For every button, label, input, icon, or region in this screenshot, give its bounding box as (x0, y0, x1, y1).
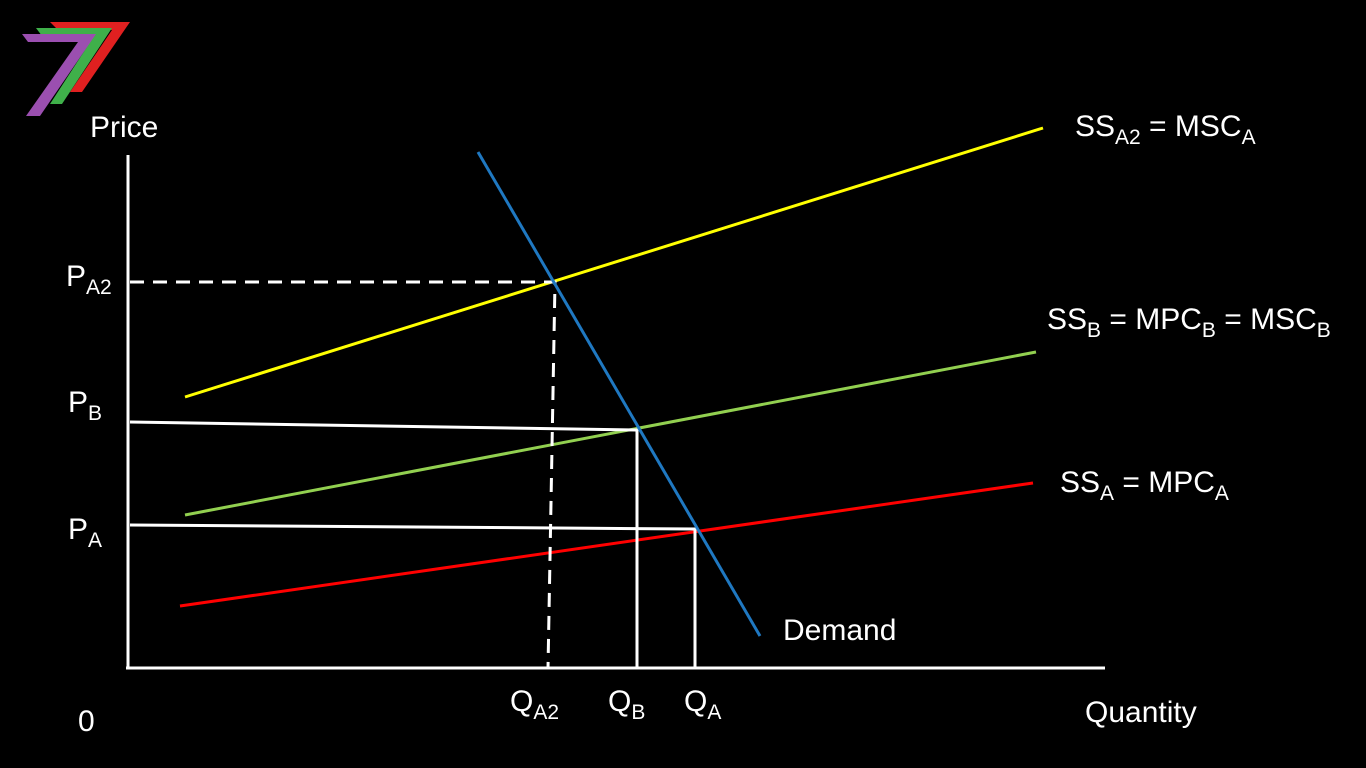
x-axis-label: Quantity (1085, 696, 1197, 729)
label-text: = MSC (1141, 110, 1242, 143)
price-label: PB (68, 386, 102, 425)
supply-a-line (179, 481, 1034, 608)
curve-label: Demand (783, 614, 896, 647)
quantity-label: QB (608, 685, 645, 724)
subscript: B (1087, 319, 1101, 342)
label-text: = MPC (1101, 303, 1202, 336)
origin-label: 0 (78, 705, 95, 738)
subscript: A2 (533, 701, 559, 724)
subscript: A (1100, 482, 1114, 505)
logo-red (50, 22, 130, 92)
label-text: = MSC (1216, 303, 1317, 336)
label-text: Q (608, 685, 631, 718)
label-text: Q (510, 685, 533, 718)
quantity-label: QA (684, 685, 721, 724)
curve-label: SSB = MPCB = MSCB (1047, 303, 1331, 342)
supply-a2-line (184, 126, 1044, 399)
label-text: Demand (783, 614, 896, 647)
subscript: A2 (1115, 126, 1141, 149)
logo (22, 22, 130, 116)
curve-label: SSA = MPCA (1060, 466, 1229, 505)
subscript: B (88, 402, 102, 425)
subscript: A (88, 529, 102, 552)
label-text: SS (1060, 466, 1100, 499)
y-axis-label: Price (90, 111, 158, 144)
subscript: A (707, 701, 721, 724)
subscript: B (1317, 319, 1331, 342)
subscript: A (1215, 482, 1229, 505)
label-text: SS (1075, 110, 1115, 143)
quantity-label: QA2 (510, 685, 559, 724)
subscript: A (1242, 126, 1256, 149)
label-text: = MPC (1114, 466, 1215, 499)
label-text: P (68, 513, 88, 546)
b-guide (129, 420, 639, 668)
axes (126, 155, 1105, 670)
subscript: B (1202, 319, 1216, 342)
demand-line (476, 151, 762, 637)
label-text: Q (684, 685, 707, 718)
a-guide (129, 523, 697, 668)
price-label: PA2 (66, 260, 112, 299)
label-text: SS (1047, 303, 1087, 336)
label-text: P (68, 386, 88, 419)
logo-green (36, 28, 112, 104)
price-label: PA (68, 513, 102, 552)
subscript: B (631, 701, 645, 724)
subscript: A2 (86, 276, 112, 299)
logo-purple (22, 34, 96, 116)
supply-b-line (184, 350, 1037, 517)
label-text: P (66, 260, 86, 293)
curve-label: SSA2 = MSCA (1075, 110, 1256, 149)
